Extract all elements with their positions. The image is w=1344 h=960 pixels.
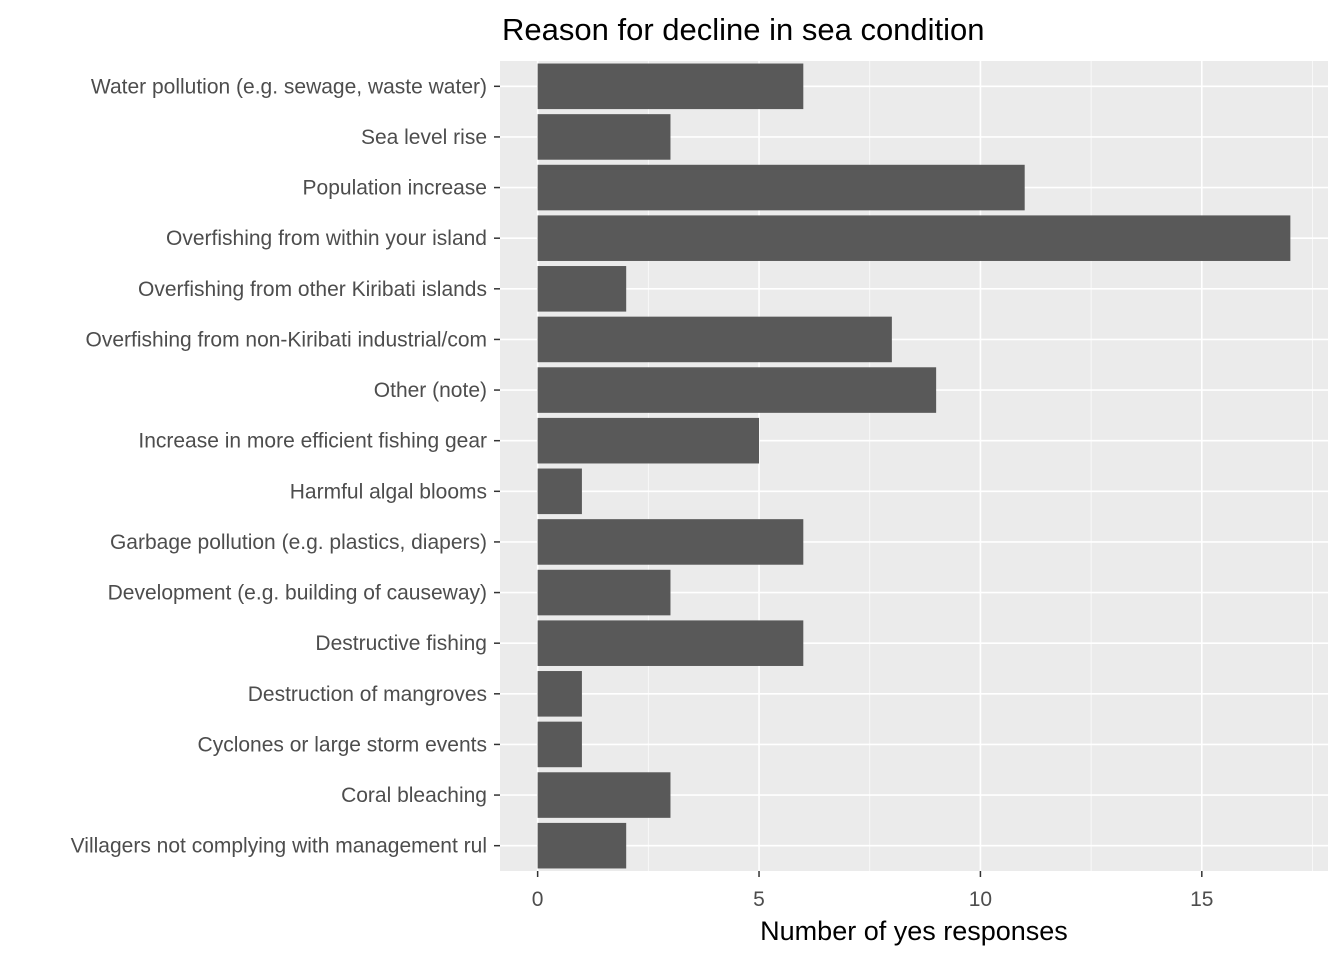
x-tick-label: 0 [532, 888, 544, 911]
bar [537, 772, 671, 818]
x-tick-label: 15 [1190, 888, 1213, 911]
bar [537, 822, 627, 869]
y-axis: Water pollution (e.g. sewage, waste wate… [71, 75, 500, 858]
bar [537, 316, 892, 363]
y-tick-label: Harmful algal blooms [290, 480, 487, 503]
x-axis: 0 5 10 15 [532, 871, 1213, 911]
y-tick-label: Overfishing from non-Kiribati industrial… [86, 328, 487, 351]
y-tick-label: Sea level rise [361, 126, 487, 149]
bar [537, 215, 1291, 261]
bar [537, 671, 582, 717]
bar [537, 63, 804, 110]
bar [537, 114, 671, 160]
x-axis-title: Number of yes responses [760, 916, 1068, 946]
x-tick-label: 10 [969, 888, 992, 911]
bar [537, 620, 804, 666]
bar [537, 266, 627, 312]
y-tick-label: Overfishing from within your island [166, 227, 487, 250]
bar [537, 164, 1025, 211]
y-tick-label: Villagers not complying with management … [71, 835, 487, 858]
bar [537, 417, 760, 464]
y-tick-label: Cyclones or large storm events [198, 733, 487, 756]
bar [537, 569, 671, 616]
bar [537, 519, 804, 565]
bars [537, 63, 1291, 869]
x-tick-label: 5 [753, 888, 765, 911]
y-tick-label: Water pollution (e.g. sewage, waste wate… [91, 75, 487, 98]
y-tick-label: Destruction of mangroves [248, 683, 487, 706]
y-tick-label: Other (note) [374, 379, 487, 402]
chart-title: Reason for decline in sea condition [502, 12, 985, 47]
y-tick-label: Coral bleaching [341, 784, 487, 807]
bar [537, 721, 582, 768]
y-tick-label: Development (e.g. building of causeway) [108, 582, 487, 605]
bar [537, 367, 937, 413]
y-tick-label: Overfishing from other Kiribati islands [138, 278, 487, 301]
y-tick-label: Garbage pollution (e.g. plastics, diaper… [110, 531, 487, 554]
y-tick-label: Destructive fishing [315, 632, 487, 655]
y-tick-label: Population increase [303, 177, 487, 200]
bar [537, 468, 582, 515]
y-tick-label: Increase in more efficient fishing gear [138, 430, 487, 453]
